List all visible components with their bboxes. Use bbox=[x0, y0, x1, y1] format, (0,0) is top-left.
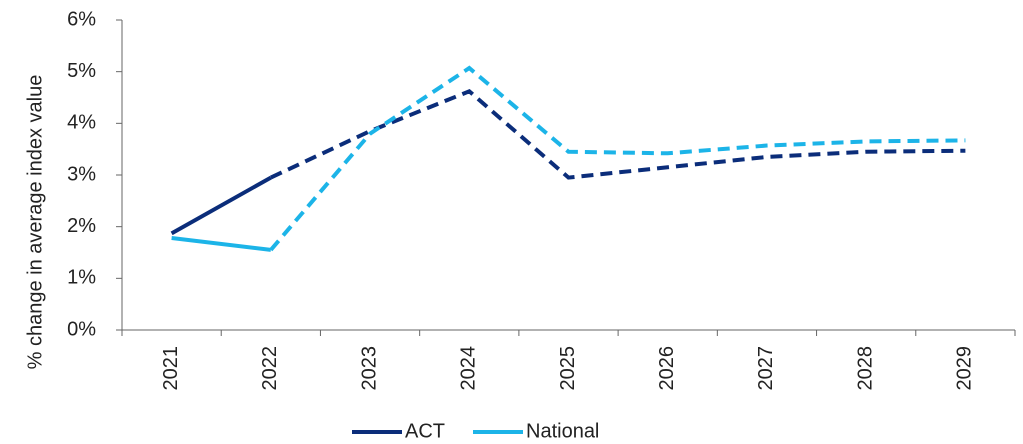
actual-line bbox=[171, 236, 272, 252]
x-tick-label: 2026 bbox=[656, 346, 678, 391]
x-tick-label: 2029 bbox=[954, 346, 976, 391]
x-tick-label: 2027 bbox=[755, 346, 777, 391]
x-tick-label: 2024 bbox=[458, 346, 480, 391]
y-tick-label: 0% bbox=[67, 318, 96, 340]
legend-label: ACT bbox=[405, 420, 445, 442]
y-tick-label: 2% bbox=[67, 215, 96, 237]
forecast-line bbox=[269, 88, 966, 180]
legend-label: National bbox=[526, 420, 599, 442]
y-tick-label: 6% bbox=[67, 8, 96, 30]
x-tick-label: 2021 bbox=[160, 346, 182, 391]
x-tick-label: 2022 bbox=[259, 346, 281, 391]
y-tick-label: 5% bbox=[67, 60, 96, 82]
x-tick-label: 2023 bbox=[358, 346, 380, 391]
y-tick-label: 3% bbox=[67, 163, 96, 185]
y-axis-label: % change in average index value bbox=[24, 75, 46, 370]
x-tick-label: 2025 bbox=[557, 346, 579, 391]
forecast-line bbox=[269, 65, 966, 252]
y-tick-label: 4% bbox=[67, 112, 96, 134]
actual-line bbox=[170, 175, 272, 236]
x-tick-label: 2028 bbox=[854, 346, 876, 391]
y-tick-label: 1% bbox=[67, 267, 96, 289]
